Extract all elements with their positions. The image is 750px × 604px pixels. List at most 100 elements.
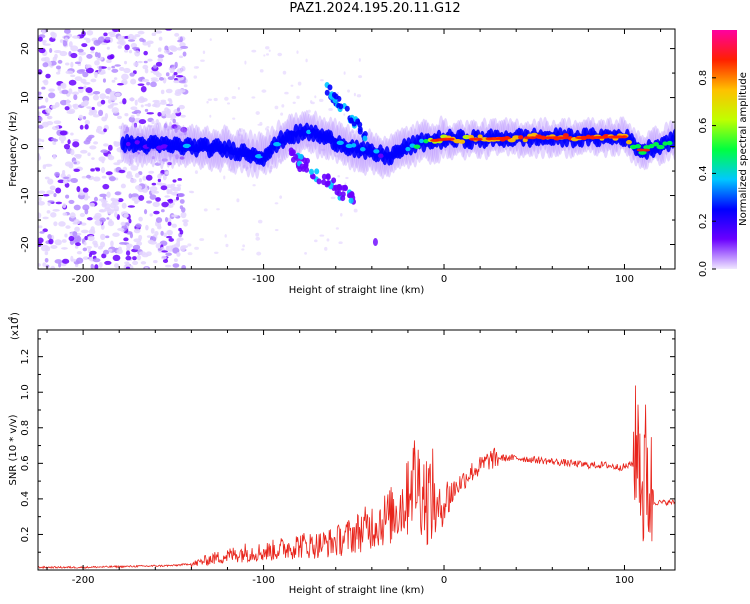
noise-blob — [76, 250, 82, 255]
noise-blob — [48, 88, 55, 92]
noise-blob — [157, 54, 165, 59]
noise-blob — [45, 108, 52, 114]
noise-blob — [296, 95, 300, 99]
noise-blob — [163, 232, 167, 238]
noise-blob — [107, 31, 116, 35]
noise-blob — [114, 263, 119, 269]
noise-blob — [111, 79, 116, 83]
noise-blob — [141, 97, 148, 102]
noise-blob — [151, 182, 157, 186]
noise-blob — [167, 76, 175, 81]
noise-blob — [343, 113, 346, 116]
noise-blob — [157, 178, 162, 183]
noise-blob — [177, 88, 186, 93]
ridge-blob — [125, 141, 131, 147]
noise-blob — [106, 191, 111, 198]
noise-blob — [42, 216, 49, 220]
noise-blob — [59, 130, 68, 136]
noise-blob — [44, 257, 49, 263]
noise-blob — [120, 183, 126, 189]
x-tick-label: 100 — [615, 575, 634, 586]
noise-blob — [140, 261, 147, 265]
noise-blob — [202, 50, 206, 55]
noise-blob — [50, 212, 57, 218]
noise-blob — [114, 211, 118, 218]
noise-blob — [90, 226, 95, 233]
noise-blob — [154, 30, 163, 34]
noise-blob — [137, 83, 145, 86]
noise-blob — [54, 171, 60, 177]
colorbar-label: Normalized spectral amplitude — [738, 72, 749, 226]
noise-blob — [105, 235, 110, 239]
noise-blob — [55, 187, 62, 194]
ridge-blob — [306, 129, 312, 135]
noise-blob — [72, 104, 77, 108]
noise-blob — [157, 222, 162, 228]
noise-blob — [80, 222, 87, 226]
noise-blob — [78, 114, 84, 120]
noise-blob — [100, 241, 106, 248]
noise-blob — [125, 255, 132, 261]
noise-blob — [38, 190, 46, 194]
noise-blob — [177, 186, 181, 192]
noise-blob — [122, 98, 127, 105]
noise-blob — [101, 175, 107, 179]
noise-blob — [173, 71, 178, 76]
ridge-peak — [499, 136, 512, 140]
noise-blob — [145, 251, 152, 257]
noise-blob — [125, 250, 131, 256]
noise-blob — [38, 91, 42, 96]
noise-blob — [165, 88, 173, 94]
noise-blob — [111, 107, 119, 114]
noise-blob — [38, 111, 41, 116]
noise-blob — [127, 39, 136, 42]
noise-blob — [70, 178, 78, 184]
noise-blob — [70, 74, 76, 78]
noise-blob — [194, 246, 199, 250]
noise-blob — [176, 107, 181, 112]
noise-blob — [57, 179, 65, 184]
noise-blob — [127, 205, 135, 208]
noise-blob — [72, 35, 80, 39]
ridge-blob — [345, 143, 353, 149]
noise-blob — [100, 149, 109, 154]
noise-blob — [131, 111, 139, 115]
ridge-blob — [373, 149, 380, 154]
noise-blob — [225, 243, 229, 248]
branch-blob — [362, 135, 368, 142]
noise-blob — [70, 52, 78, 59]
noise-blob — [125, 173, 133, 179]
noise-blob — [161, 250, 168, 253]
noise-blob — [87, 152, 91, 157]
noise-blob — [223, 175, 226, 180]
noise-blob — [314, 95, 317, 99]
y-tick-label: 0.4 — [20, 491, 31, 507]
noise-blob — [165, 171, 169, 175]
noise-blob — [116, 248, 123, 254]
noise-blob — [43, 79, 49, 86]
noise-blob — [134, 200, 139, 204]
noise-blob — [128, 116, 136, 123]
noise-blob — [38, 196, 42, 202]
ridge-blob — [656, 144, 665, 150]
noise-blob — [48, 92, 56, 99]
noise-blob — [161, 201, 169, 208]
noise-blob — [124, 60, 128, 65]
noise-blob — [46, 210, 51, 214]
noise-blob — [38, 106, 43, 110]
noise-blob — [68, 199, 75, 204]
noise-blob — [136, 254, 142, 261]
noise-blob — [199, 238, 205, 242]
noise-blob — [160, 209, 165, 213]
noise-blob — [246, 166, 249, 170]
branch-blob — [316, 178, 322, 185]
noise-blob — [178, 133, 184, 136]
noise-blob — [165, 245, 170, 252]
noise-blob — [166, 235, 173, 239]
ridge-blob — [336, 140, 344, 146]
colorbar-tick-label: 0.0 — [698, 261, 709, 277]
noise-blob — [152, 64, 158, 69]
noise-blob — [168, 67, 173, 71]
ridge-peak — [621, 135, 628, 139]
noise-blob — [116, 159, 124, 164]
